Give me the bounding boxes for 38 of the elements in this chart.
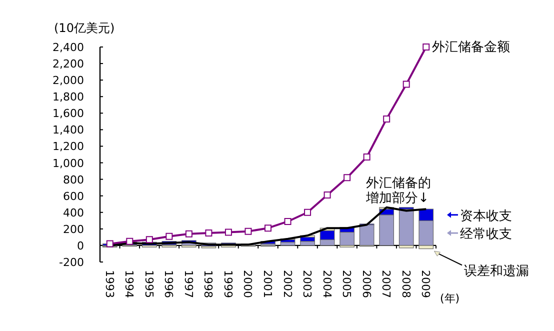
x-tick-label: 2008 (399, 270, 412, 298)
y-tick-label: 200 (63, 222, 84, 236)
y-tick-label: 400 (63, 206, 84, 220)
x-tick-label: 2009 (419, 270, 432, 298)
x-tick-label: 2003 (300, 270, 314, 298)
legend-label: 资本收支 (460, 208, 512, 224)
series-label: 外汇储备的增加部分↓ (365, 176, 432, 206)
y-tick-label: 2,200 (52, 58, 84, 71)
y-tick-label: 2,400 (52, 41, 84, 54)
x-axis-title: (年) (440, 292, 460, 305)
x-tick-label: 1993 (102, 270, 116, 298)
y-tick-label: 1,800 (52, 90, 84, 104)
y-tick-label: 1,200 (52, 140, 84, 154)
x-tick-label: 2006 (360, 270, 373, 298)
text: 误差和遗漏 (464, 264, 529, 280)
y-tick-label: 0 (77, 239, 84, 252)
series-label: 外汇储备金额 (432, 40, 510, 55)
y-tick-label: -200 (59, 256, 84, 269)
x-tick-label: 2000 (241, 270, 254, 298)
x-tick-label: 1997 (182, 270, 195, 298)
y-tick-label: 600 (63, 190, 84, 203)
y-tick-label: 800 (63, 173, 84, 186)
x-tick-label: 1995 (142, 270, 156, 298)
x-tick-label: 2004 (320, 270, 334, 298)
x-tick-label: 1994 (122, 270, 136, 298)
x-tick-label: 1996 (162, 270, 176, 298)
x-tick-label: 1998 (202, 270, 215, 298)
y-tick-label: 2,000 (52, 74, 84, 88)
x-tick-label: 2007 (380, 270, 393, 298)
x-tick-label: 2005 (340, 270, 354, 298)
x-tick-label: 1999 (221, 270, 234, 298)
y-tick-label: 1,000 (52, 156, 84, 170)
x-tick-label: 2001 (261, 270, 274, 298)
y-tick-label: 1,400 (52, 124, 84, 137)
legend-label: 经常收支 (460, 227, 512, 242)
x-tick-label: 2002 (280, 270, 294, 298)
y-tick-label: 1,600 (52, 107, 84, 120)
y-axis-title: (10亿美元) (54, 21, 115, 35)
